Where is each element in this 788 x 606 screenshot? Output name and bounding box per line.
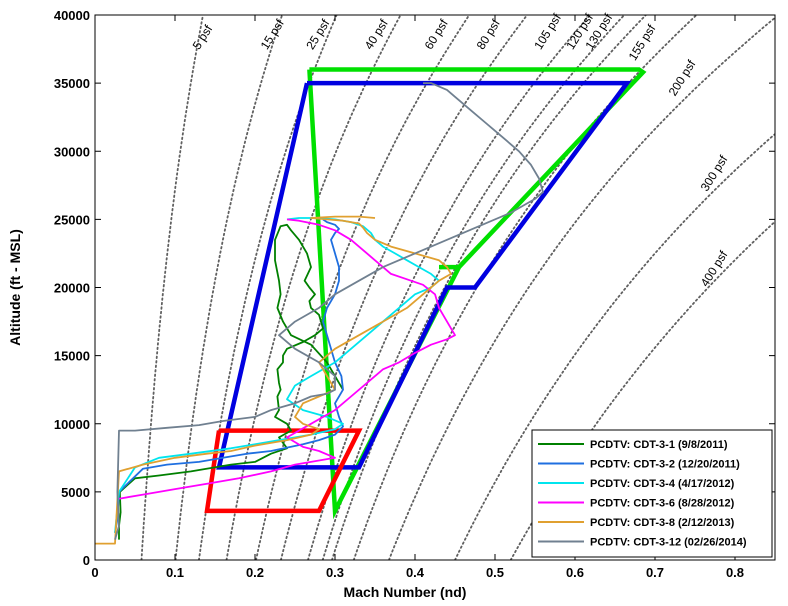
legend-entry: PCDTV: CDT-3-4 (4/17/2012) <box>590 478 735 490</box>
y-tick-label: 20000 <box>54 281 90 296</box>
legend-entry: PCDTV: CDT-3-2 (12/20/2011) <box>590 459 740 471</box>
legend: PCDTV: CDT-3-1 (9/8/2011) PCDTV: CDT-3-2 … <box>531 429 773 558</box>
legend-entry: PCDTV: CDT-3-8 (2/12/2013) <box>590 517 735 529</box>
y-tick-label: 0 <box>83 553 90 568</box>
envelope-0 <box>307 67 647 520</box>
x-tick-label: 0.5 <box>486 565 504 580</box>
x-tick-label: 0.6 <box>566 565 584 580</box>
x-tick-label: 0 <box>91 565 98 580</box>
plot-area: 5 psf 15 psf 25 psf 40 psf 60 psf 80 psf 105 p… <box>95 11 775 560</box>
q-line-60-psf <box>255 15 471 560</box>
y-tick-label: 25000 <box>54 212 90 227</box>
y-axis-label: Altitude (ft - MSL) <box>7 229 23 346</box>
q-line-5-psf <box>140 15 204 560</box>
x-tick-label: 0.4 <box>406 565 425 580</box>
q-line-200-psf <box>388 16 775 560</box>
x-tick-label: 0.7 <box>646 565 664 580</box>
series-line-1 <box>118 223 344 540</box>
y-tick-label: 40000 <box>54 8 90 23</box>
series-line-5 <box>95 215 452 545</box>
x-tick-label: 0.3 <box>326 565 344 580</box>
legend-entry: PCDTV: CDT-3-6 (8/28/2012) <box>590 498 735 510</box>
envelope-2 <box>204 428 363 514</box>
axes: 0 0.1 0.2 0.3 0.4 0.5 0.6 0.7 0.8 0 5000 10000 15000… <box>7 8 776 600</box>
series-line-4 <box>118 218 456 500</box>
q-line-400-psf <box>509 220 775 560</box>
series-line-3 <box>114 217 440 533</box>
q-line-40-psf <box>225 15 402 560</box>
x-axis-label: Mach Number (nd) <box>344 584 467 600</box>
y-tick-label: 30000 <box>54 144 90 159</box>
q-line-15-psf <box>174 15 284 560</box>
legend-entry: PCDTV: CDT-3-12 (02/26/2014) <box>590 537 747 549</box>
y-tick-label: 35000 <box>54 76 90 91</box>
x-tick-label: 0.8 <box>726 565 744 580</box>
legend-entry: PCDTV: CDT-3-1 (9/8/2011) <box>590 439 728 451</box>
x-tick-label: 0.1 <box>166 565 184 580</box>
y-tick-label: 15000 <box>54 349 90 364</box>
series-line-2 <box>114 218 344 533</box>
x-tick-label: 0.2 <box>246 565 264 580</box>
series-line-6 <box>114 82 544 540</box>
q-line-130-psf <box>331 15 647 560</box>
y-tick-label: 5000 <box>61 485 90 500</box>
legend-box <box>531 429 773 558</box>
y-tick-label: 10000 <box>54 417 90 432</box>
